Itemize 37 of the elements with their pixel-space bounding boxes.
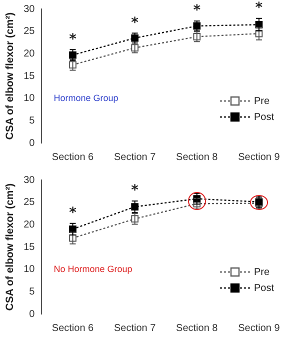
annotation: * <box>131 14 140 31</box>
y-tick-label: 20 <box>24 219 36 230</box>
x-tick-label: Section 6 <box>52 322 94 334</box>
legend-label: Post <box>254 282 274 294</box>
annotation: No Hormone Group <box>54 264 132 274</box>
y-axis-title: CSA of elbow flexor (cm²) <box>4 183 16 311</box>
y-tick-label: 0 <box>29 138 36 149</box>
point <box>131 203 139 210</box>
x-tick-label: Section 6 <box>52 152 94 163</box>
y-axis-title: CSA of elbow flexor (cm²) <box>4 12 16 140</box>
y-tick-label: 25 <box>24 197 36 208</box>
y-tick-label: 25 <box>24 26 36 38</box>
y-tick-label: 15 <box>24 70 36 82</box>
y-tick-label: 30 <box>24 174 36 186</box>
legend-label: Pre <box>254 266 270 278</box>
x-tick-label: Section 9 <box>238 152 280 163</box>
y-tick-label: 10 <box>24 93 36 104</box>
y-tick-label: 30 <box>24 4 36 15</box>
x-tick-label: Section 7 <box>114 152 156 163</box>
annotation: * <box>131 182 140 199</box>
y-tick-label: 10 <box>24 264 36 276</box>
y-tick-label: 20 <box>24 48 36 60</box>
x-tick-label: Section 8 <box>176 152 218 163</box>
annotation: * <box>69 204 78 221</box>
y-tick-label: 15 <box>24 242 36 253</box>
legend-label: Pre <box>254 96 270 107</box>
annotation: * <box>193 2 202 19</box>
y-tick-label: 5 <box>29 286 36 298</box>
x-tick-label: Section 8 <box>176 322 218 334</box>
annotation: Hormone Group <box>54 92 118 103</box>
x-tick-label: Section 9 <box>238 322 280 334</box>
y-tick-label: 5 <box>29 115 36 126</box>
annotation: * <box>69 31 78 48</box>
legend-label: Post <box>254 112 274 123</box>
annotation: * <box>255 0 264 16</box>
x-tick-label: Section 7 <box>114 322 156 334</box>
y-tick-label: 0 <box>29 308 36 320</box>
